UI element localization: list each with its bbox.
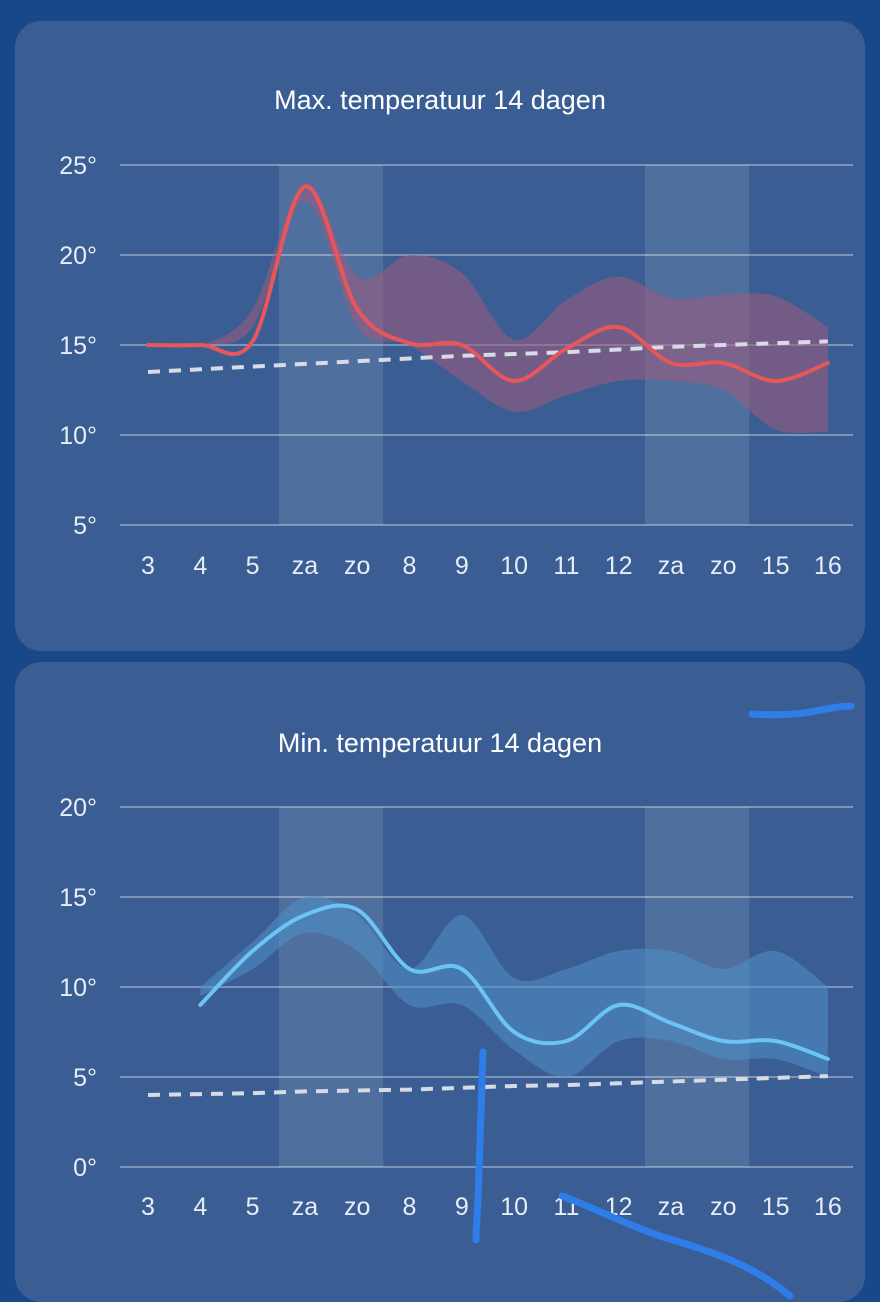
max-temperature-card: Max. temperatuur 14 dagen 5° 10° 15° 20° 25°…	[15, 21, 865, 651]
y-tick-label: 5°	[73, 1064, 97, 1092]
x-tick-label: 3	[141, 1193, 155, 1221]
y-tick-label: 5°	[73, 512, 97, 540]
y-tick-label: 20°	[59, 242, 97, 270]
x-tick-label: 10	[500, 552, 528, 580]
x-tick-label: 15	[762, 552, 790, 580]
normal-trend-line	[147, 339, 828, 374]
y-tick-label: 20°	[59, 794, 97, 822]
chart-title: Min. temperatuur 14 dagen	[277, 728, 603, 758]
x-tick-label: 8	[403, 552, 417, 580]
x-tick-label: za	[292, 552, 319, 580]
x-tick-label: 4	[193, 1193, 207, 1221]
x-tick-label: 9	[455, 552, 469, 580]
x-tick-label: 16	[814, 1193, 842, 1221]
y-tick-label: 15°	[59, 884, 97, 912]
weekend-band	[278, 807, 384, 1167]
x-tick-label: za	[658, 552, 685, 580]
y-tick-label: 25°	[59, 152, 97, 180]
x-tick-label: zo	[344, 1193, 370, 1221]
x-tick-label: 4	[193, 552, 207, 580]
x-tick-label: 11	[553, 552, 579, 580]
x-tick-label: 8	[403, 1193, 417, 1221]
x-tick-label: 15	[762, 1193, 790, 1221]
y-tick-label: 0°	[73, 1154, 97, 1182]
y-tick-label: 10°	[59, 974, 97, 1002]
x-tick-label: 12	[605, 1193, 633, 1221]
min-temperature-chart: 0°5°10°15°20°3 4 5 za zo 8 9 10 11 12 za zo 15 16	[59, 794, 853, 1221]
y-tick-label: 15°	[59, 332, 97, 360]
forecast-line	[198, 903, 830, 1061]
x-tick-label: zo	[344, 552, 370, 580]
range-band	[148, 182, 828, 434]
x-tick-label: 9	[455, 1193, 469, 1221]
x-tick-label: 5	[246, 552, 260, 580]
x-tick-label: 3	[141, 552, 155, 580]
chart-title: Max. temperatuur 14 dagen	[274, 85, 606, 115]
x-tick-label: 5	[246, 1193, 260, 1221]
forecast-line	[146, 184, 830, 384]
x-tick-label: za	[658, 1193, 685, 1221]
x-tick-label: 11	[553, 1193, 579, 1221]
y-tick-label: 10°	[59, 422, 97, 450]
x-tick-label: zo	[710, 552, 736, 580]
range-band	[200, 895, 828, 1078]
x-tick-label: 10	[500, 1193, 528, 1221]
x-tick-label: 12	[605, 552, 633, 580]
x-tick-label: zo	[710, 1193, 736, 1221]
max-temperature-chart: 5°10°15°20°25°3 4 5 za zo 8 9 10 11 12 za zo 15 16	[59, 152, 853, 580]
min-temperature-card: Min. temperatuur 14 dagen 0° 5° 10° 15° 20° 3…	[15, 662, 865, 1302]
x-tick-label: za	[292, 1193, 319, 1221]
x-tick-label: 16	[814, 552, 842, 580]
normal-trend-line	[147, 1074, 828, 1097]
